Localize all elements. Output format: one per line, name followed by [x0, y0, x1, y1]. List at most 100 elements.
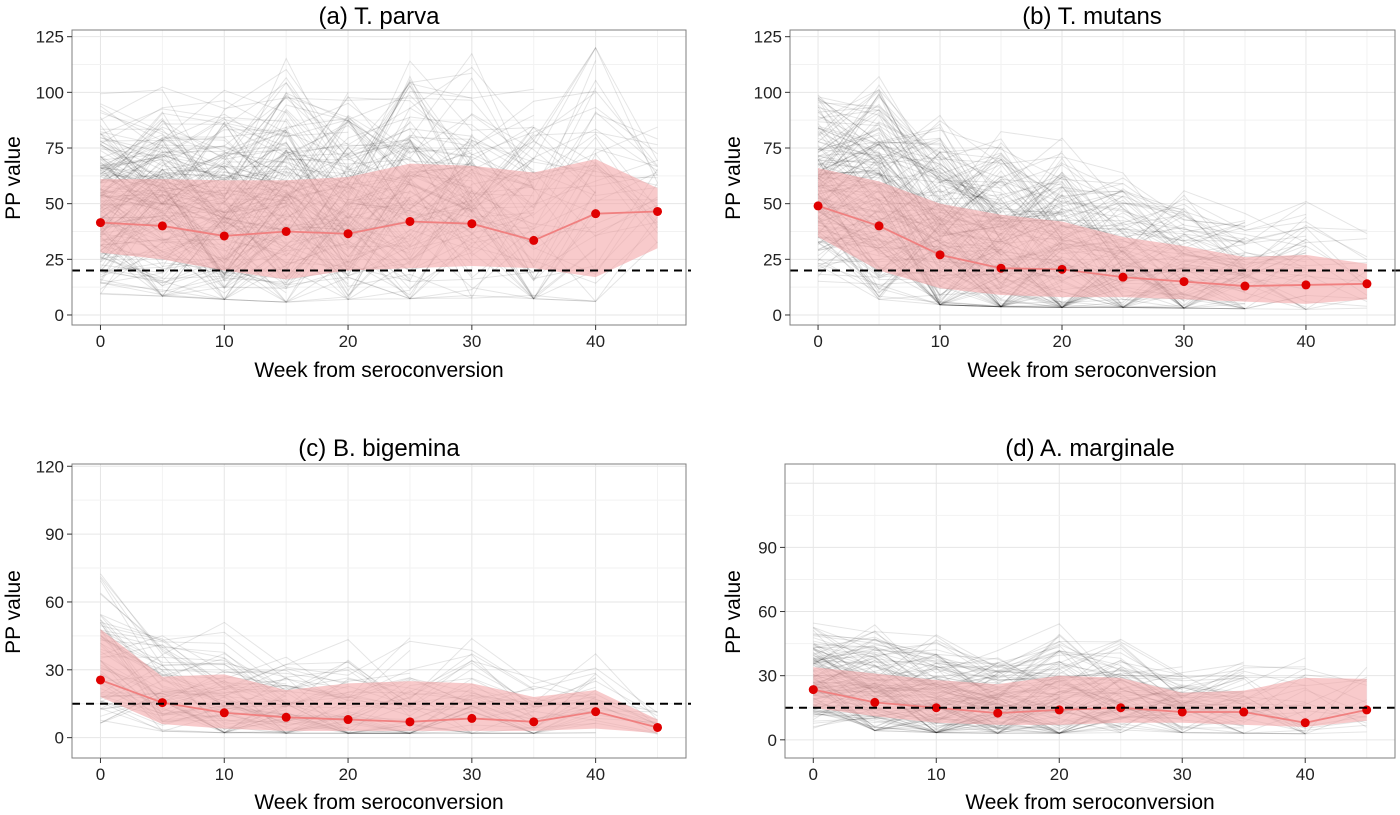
- individual-line: [818, 139, 1307, 271]
- individual-line: [100, 126, 658, 215]
- individual-line: [100, 108, 473, 213]
- individual-line: [813, 644, 1367, 709]
- mean-point: [813, 201, 823, 211]
- mean-point: [1362, 705, 1372, 715]
- y-tick-label: 75: [45, 139, 64, 158]
- mean-point: [874, 221, 884, 231]
- mean-point: [1300, 718, 1310, 728]
- y-tick-label: 60: [758, 603, 777, 622]
- individual-line: [813, 653, 1183, 679]
- confidence-band: [100, 629, 658, 734]
- y-axis-label: PP value: [722, 136, 745, 220]
- mean-point: [405, 216, 415, 226]
- individual-line: [817, 242, 1185, 309]
- x-tick-label: 40: [586, 765, 605, 784]
- individual-line: [100, 113, 411, 182]
- x-tick-label: 20: [339, 332, 358, 351]
- x-tick-label: 40: [1296, 765, 1315, 784]
- individual-line: [100, 209, 596, 302]
- y-tick-label: 0: [55, 729, 64, 748]
- individual-line: [100, 82, 411, 187]
- individual-line: [818, 137, 1368, 235]
- individual-line: [817, 92, 1307, 276]
- individual-line: [817, 98, 1246, 245]
- mean-line: [100, 210, 658, 242]
- plot-border: [784, 463, 1396, 759]
- individual-line: [100, 592, 658, 714]
- x-tick-label: 30: [1175, 332, 1194, 351]
- plot-area: [784, 463, 1400, 759]
- x-axis-label: Week from seroconversion: [254, 359, 503, 382]
- individual-line: [100, 112, 658, 209]
- panel-b-bigemina: (c) B. bigemina Week from seroconversion…: [2, 435, 691, 814]
- confidence-band: [100, 159, 658, 280]
- x-tick-label: 0: [96, 765, 105, 784]
- individual-line: [817, 93, 1063, 226]
- individual-line: [100, 89, 472, 201]
- individual-line: [817, 103, 1063, 206]
- mean-point: [405, 717, 415, 727]
- mean-point: [467, 713, 477, 723]
- individual-line: [817, 108, 1246, 240]
- individual-line: [100, 635, 349, 683]
- mean-point: [343, 715, 353, 725]
- individual-line: [817, 94, 1246, 234]
- individual-line: [817, 97, 1063, 246]
- mean-point: [591, 707, 601, 717]
- individual-line: [813, 646, 999, 695]
- panel-t-parva: (a) T. parva Week from seroconversion PP…: [2, 3, 691, 382]
- individual-line: [100, 118, 349, 166]
- individual-line: [817, 75, 1002, 218]
- individual-line: [100, 580, 287, 695]
- individual-line: [100, 138, 473, 263]
- mean-point: [281, 712, 291, 722]
- mean-point: [1301, 280, 1311, 290]
- individual-line: [100, 145, 287, 192]
- individual-line: [818, 102, 1307, 261]
- individual-line: [100, 46, 658, 171]
- y-tick-label: 25: [45, 250, 64, 269]
- individual-line: [100, 142, 349, 179]
- mean-point: [591, 209, 601, 219]
- mean-line: [817, 205, 1367, 287]
- individual-line: [813, 638, 999, 706]
- panel-t-mutans: (b) T. mutans Week from seroconversion P…: [722, 3, 1400, 382]
- individual-line: [100, 81, 411, 199]
- individual-line: [813, 643, 1183, 699]
- mean-line: [813, 688, 1367, 724]
- individual-line: [100, 52, 658, 191]
- y-tick-label: 30: [45, 661, 64, 680]
- panel-a-marginale: (d) A. marginale Week from seroconversio…: [722, 435, 1400, 814]
- y-tick-label: 100: [754, 83, 782, 102]
- x-tick-label: 40: [1296, 332, 1315, 351]
- individual-line: [817, 217, 1002, 308]
- individual-line: [813, 635, 1060, 674]
- individual-line: [813, 703, 1121, 734]
- individual-line: [100, 94, 658, 210]
- y-tick-label: 125: [36, 28, 64, 47]
- mean-point: [653, 206, 663, 216]
- individual-line: [100, 135, 473, 233]
- y-axis-label: PP value: [2, 136, 25, 220]
- individual-line: [100, 116, 658, 208]
- individual-line: [813, 626, 999, 702]
- y-tick-label: 50: [45, 195, 64, 214]
- y-tick-label: 0: [768, 731, 777, 750]
- individual-line: [817, 111, 1124, 230]
- mean-point: [931, 703, 941, 713]
- mean-point: [219, 708, 229, 718]
- individual-line: [817, 89, 1246, 271]
- x-axis-label: Week from seroconversion: [254, 791, 503, 814]
- individual-line: [817, 143, 1124, 254]
- individual-line: [817, 132, 1002, 208]
- individual-line: [813, 715, 1060, 734]
- mean-point: [467, 219, 477, 229]
- individual-line: [818, 149, 1307, 271]
- panel-title: (b) T. mutans: [1022, 3, 1162, 30]
- individual-line: [100, 112, 596, 212]
- mean-point: [95, 218, 105, 228]
- individual-line: [100, 573, 534, 690]
- plot-border: [71, 463, 687, 759]
- individual-line: [813, 660, 1244, 703]
- mean-point: [1362, 279, 1372, 289]
